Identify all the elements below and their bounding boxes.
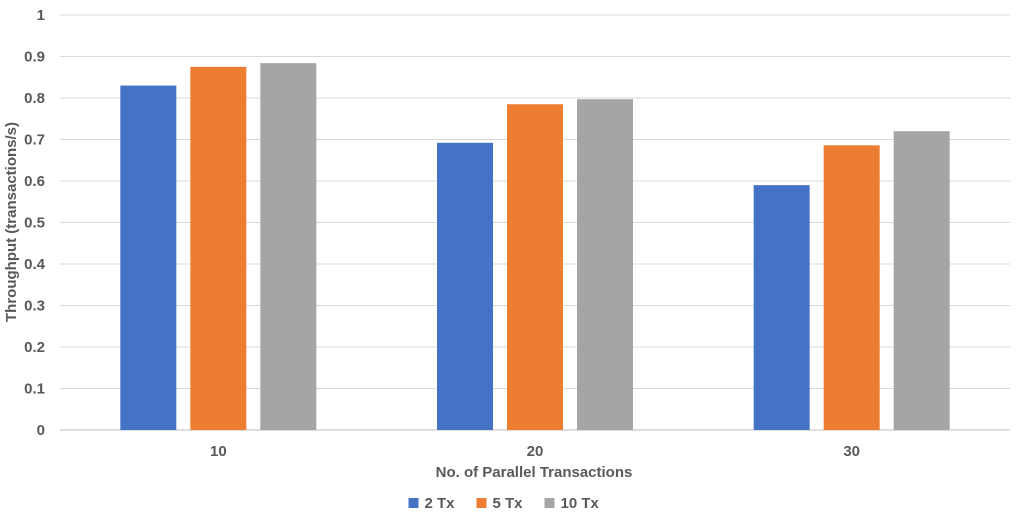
bars <box>120 63 950 431</box>
legend-label: 2 Tx <box>425 495 456 512</box>
y-tick-label: 0.1 <box>24 381 45 398</box>
x-tick-labels: 10 20 30 <box>210 443 860 460</box>
x-tick-label: 30 <box>843 443 860 460</box>
y-tick-label: 0.6 <box>24 173 45 190</box>
y-tick-label: 1 <box>37 7 45 24</box>
x-tick-label: 20 <box>527 443 544 460</box>
x-tick-label: 10 <box>210 443 227 460</box>
bar-5-tx-10 <box>190 66 247 430</box>
y-tick-label: 0.8 <box>24 90 45 107</box>
y-tick-label: 0.9 <box>24 49 45 66</box>
y-tick-label: 0.3 <box>24 298 45 315</box>
legend-swatch <box>408 498 419 508</box>
x-axis-title: No. of Parallel Transactions <box>436 464 633 481</box>
legend-swatch <box>544 498 555 508</box>
bar-5-tx-20 <box>507 104 563 430</box>
bar-2-tx-30 <box>753 185 810 430</box>
bar-5-tx-30 <box>823 145 880 430</box>
bar-10-tx-20 <box>577 99 633 431</box>
y-tick-label: 0.4 <box>24 256 46 273</box>
bar-2-tx-20 <box>437 142 493 430</box>
y-axis-title: Throughput (transactions/s) <box>3 122 20 322</box>
y-tick-label: 0.2 <box>24 339 45 356</box>
y-tick-label: 0 <box>37 422 45 439</box>
bar-10-tx-10 <box>260 63 317 430</box>
y-tick-label: 0.5 <box>24 215 45 232</box>
bar-10-tx-30 <box>893 131 950 430</box>
bar-2-tx-10 <box>120 85 177 431</box>
y-tick-labels: 0 0.1 0.2 0.3 0.4 0.5 0.6 0.7 0.8 0.9 1 <box>24 7 46 439</box>
legend-swatch <box>476 498 487 508</box>
legend-label: 10 Tx <box>561 495 600 512</box>
y-tick-label: 0.7 <box>24 132 45 149</box>
legend: 2 Tx 5 Tx 10 Tx <box>408 495 600 512</box>
legend-label: 5 Tx <box>493 495 524 512</box>
